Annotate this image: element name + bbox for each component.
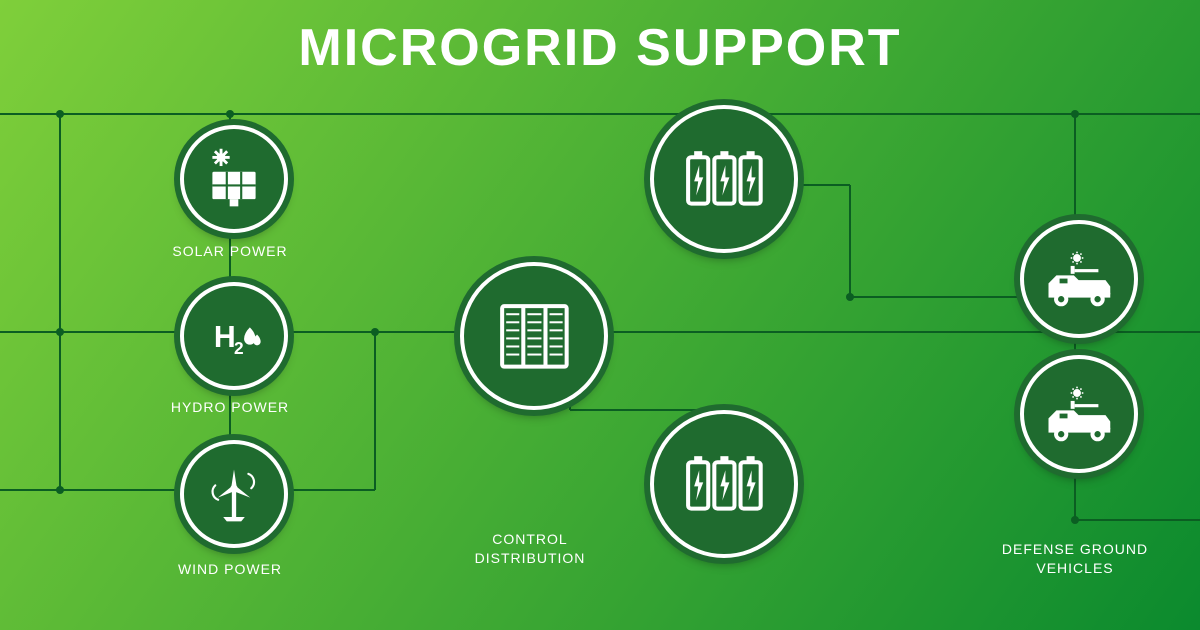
battery-icon <box>674 434 775 535</box>
vehicle-bottom-node <box>1020 355 1138 473</box>
wind-turbine-icon <box>198 458 270 530</box>
battery-icon <box>674 129 775 230</box>
battery-top-node <box>650 105 798 253</box>
hydro-power-node: H 2 <box>180 282 288 390</box>
solar-label: SOLAR POWER <box>110 242 350 261</box>
control-label: CONTROL DISTRIBUTION <box>410 530 650 568</box>
wind-label: WIND POWER <box>110 560 350 579</box>
military-vehicle-icon <box>1039 374 1118 453</box>
vehicles-label: DEFENSE GROUND VEHICLES <box>955 540 1195 578</box>
solar-power-node <box>180 125 288 233</box>
control-distribution-node <box>460 262 608 410</box>
svg-text:H: H <box>214 321 236 354</box>
solar-panel-icon <box>198 143 270 215</box>
page-title: MICROGRID SUPPORT <box>0 18 1200 78</box>
svg-text:2: 2 <box>234 338 244 358</box>
wind-power-node <box>180 440 288 548</box>
server-rack-icon <box>484 286 585 387</box>
hydrogen-icon: H 2 <box>198 300 270 372</box>
battery-bottom-node <box>650 410 798 558</box>
military-vehicle-icon <box>1039 239 1118 318</box>
diagram-stage: MICROGRID SUPPORT H 2 <box>0 0 1200 630</box>
hydro-label: HYDRO POWER <box>110 398 350 417</box>
vehicle-top-node <box>1020 220 1138 338</box>
